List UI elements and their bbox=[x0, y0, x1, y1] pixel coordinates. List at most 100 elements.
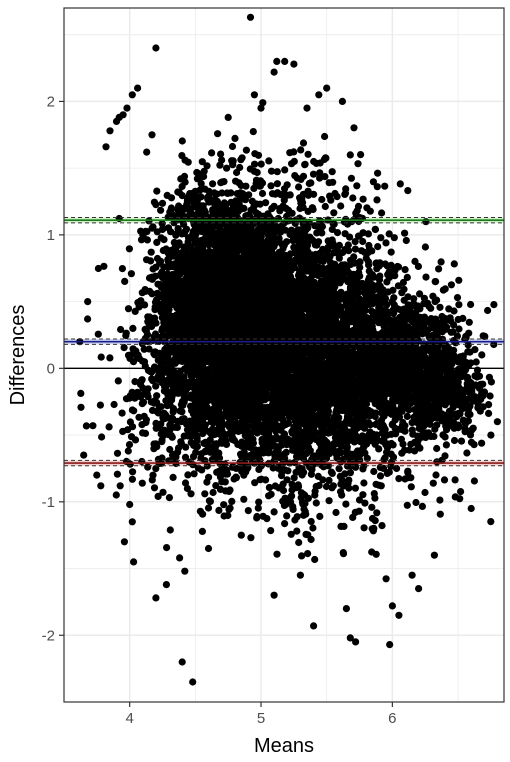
data-point bbox=[180, 172, 189, 180]
data-point bbox=[149, 223, 157, 231]
data-point bbox=[280, 450, 288, 458]
data-point bbox=[242, 146, 250, 154]
data-point bbox=[316, 169, 324, 177]
data-point bbox=[168, 300, 176, 308]
data-point bbox=[265, 484, 273, 492]
data-point bbox=[189, 274, 197, 282]
data-point bbox=[148, 290, 156, 298]
data-point bbox=[223, 164, 231, 172]
data-point bbox=[177, 438, 185, 446]
data-point bbox=[178, 152, 186, 160]
data-point bbox=[228, 142, 237, 151]
data-point bbox=[157, 257, 165, 265]
data-point bbox=[129, 324, 137, 332]
data-point bbox=[140, 345, 148, 353]
data-point bbox=[124, 447, 132, 455]
data-point bbox=[262, 199, 270, 207]
data-point bbox=[202, 236, 210, 244]
data-point bbox=[153, 187, 161, 195]
data-point bbox=[152, 382, 160, 390]
data-point bbox=[150, 484, 159, 492]
data-point bbox=[209, 206, 217, 214]
data-point bbox=[162, 386, 170, 394]
data-point bbox=[247, 534, 255, 542]
data-point bbox=[156, 292, 164, 300]
data-point bbox=[199, 510, 207, 518]
data-point bbox=[147, 257, 155, 265]
data-point bbox=[143, 236, 151, 244]
data-point bbox=[217, 150, 225, 158]
data-point bbox=[260, 245, 269, 253]
data-point bbox=[190, 230, 198, 238]
data-point bbox=[238, 275, 246, 283]
data-point bbox=[215, 265, 223, 273]
data-point bbox=[193, 175, 201, 183]
data-point bbox=[164, 263, 172, 272]
data-point bbox=[110, 400, 118, 409]
data-point bbox=[158, 199, 167, 207]
data-point bbox=[153, 238, 161, 246]
data-point bbox=[205, 297, 213, 305]
data-point bbox=[214, 284, 222, 292]
data-point bbox=[200, 318, 208, 326]
data-point bbox=[168, 273, 177, 281]
data-point bbox=[210, 215, 218, 223]
data-point bbox=[204, 504, 213, 512]
data-point bbox=[216, 161, 224, 169]
data-point bbox=[98, 433, 106, 441]
data-point bbox=[220, 243, 228, 251]
data-point bbox=[144, 463, 152, 471]
data-point bbox=[357, 247, 366, 255]
data-point bbox=[204, 285, 212, 293]
data-point bbox=[238, 154, 246, 162]
data-point bbox=[192, 259, 200, 268]
data-point bbox=[170, 260, 178, 268]
data-point bbox=[174, 205, 182, 213]
data-point bbox=[180, 220, 188, 228]
data-point bbox=[267, 182, 275, 190]
data-point bbox=[223, 375, 231, 383]
data-point bbox=[195, 291, 203, 299]
data-point bbox=[198, 324, 207, 332]
data-point bbox=[197, 357, 205, 365]
data-point bbox=[176, 289, 184, 297]
data-point bbox=[193, 168, 201, 177]
data-point bbox=[181, 245, 189, 253]
data-point bbox=[347, 174, 355, 182]
data-point bbox=[226, 382, 234, 390]
data-point bbox=[295, 538, 303, 547]
data-point bbox=[184, 234, 193, 242]
data-point bbox=[250, 323, 258, 331]
data-point bbox=[200, 167, 208, 175]
data-point bbox=[180, 204, 188, 213]
data-point bbox=[237, 450, 245, 458]
data-point bbox=[335, 241, 343, 249]
data-point bbox=[351, 238, 359, 246]
data-point bbox=[250, 184, 258, 192]
data-point bbox=[217, 235, 225, 243]
data-point bbox=[231, 134, 239, 142]
data-point bbox=[256, 200, 264, 208]
data-point bbox=[248, 197, 256, 205]
data-point bbox=[127, 270, 135, 278]
data-point bbox=[178, 137, 186, 145]
data-point bbox=[167, 228, 175, 236]
data-point bbox=[210, 220, 218, 228]
data-point bbox=[213, 190, 221, 198]
data-point bbox=[209, 304, 217, 312]
data-point bbox=[270, 508, 278, 516]
data-point bbox=[121, 277, 129, 285]
data-point bbox=[284, 467, 292, 475]
data-point bbox=[311, 555, 319, 564]
data-point bbox=[94, 264, 102, 273]
data-point bbox=[118, 409, 126, 417]
data-point bbox=[208, 149, 216, 157]
data-point bbox=[172, 246, 180, 255]
data-point bbox=[313, 229, 321, 237]
data-point bbox=[201, 185, 209, 193]
data-point bbox=[214, 130, 222, 138]
data-point bbox=[224, 220, 232, 228]
data-point bbox=[169, 252, 177, 260]
data-point bbox=[249, 128, 257, 136]
data-point bbox=[283, 238, 291, 246]
